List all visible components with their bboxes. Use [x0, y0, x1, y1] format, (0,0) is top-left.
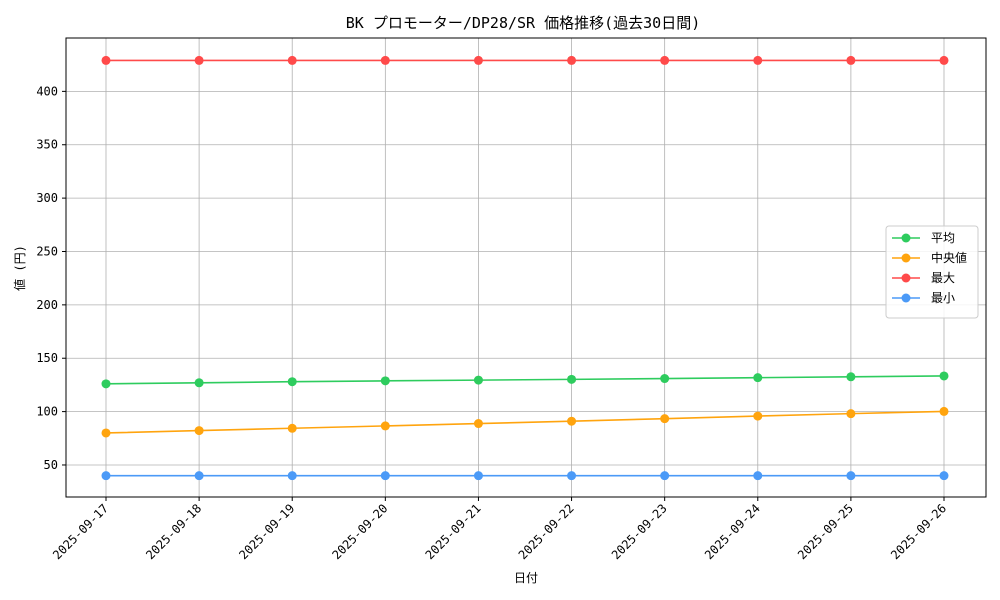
legend-item: 最大	[892, 271, 955, 285]
plot-area-frame	[65, 37, 987, 498]
x-tick-label: 2025-09-21	[423, 501, 484, 562]
legend-swatch-marker	[901, 273, 911, 283]
data-point	[660, 471, 670, 481]
chart-title: BK プロモーター/DP28/SR 価格推移(過去30日間)	[346, 14, 701, 32]
x-tick-label: 2025-09-24	[702, 501, 763, 562]
data-point	[939, 371, 949, 381]
legend-item: 中央値	[892, 250, 967, 265]
data-point	[101, 55, 111, 65]
data-point	[939, 55, 949, 65]
x-tick-label: 2025-09-22	[516, 501, 577, 562]
data-point	[101, 428, 111, 438]
series-2	[101, 55, 949, 65]
x-tick-label: 2025-09-20	[329, 501, 390, 562]
legend-label: 最大	[931, 271, 955, 285]
data-point	[939, 406, 949, 416]
data-point	[846, 372, 856, 382]
data-point	[660, 414, 670, 424]
data-point	[567, 55, 577, 65]
data-point	[753, 373, 763, 383]
y-tick-label: 100	[36, 405, 58, 419]
series-layer	[101, 55, 949, 481]
data-point	[753, 55, 763, 65]
y-tick-label: 150	[36, 351, 58, 365]
data-point	[194, 55, 204, 65]
y-axis-label: 値 (円)	[12, 245, 27, 291]
data-point	[380, 421, 390, 431]
y-tick-label: 200	[36, 298, 58, 312]
data-point	[287, 55, 297, 65]
series-1	[101, 406, 949, 438]
data-point	[380, 376, 390, 386]
y-tick-label: 250	[36, 244, 58, 258]
data-point	[753, 411, 763, 421]
y-tick-label: 300	[36, 191, 58, 205]
x-tick-label: 2025-09-25	[795, 501, 856, 562]
axes: 2025-09-17 2025-09-18 2025-09-19 2025-09-20…	[36, 84, 949, 562]
data-point	[101, 379, 111, 389]
data-point	[380, 55, 390, 65]
x-tick-label: 2025-09-19	[236, 501, 297, 562]
legend-label: 中央値	[931, 250, 967, 265]
data-point	[660, 374, 670, 384]
data-point	[287, 377, 297, 387]
data-point	[473, 419, 483, 429]
data-point	[380, 471, 390, 481]
data-point	[287, 423, 297, 433]
data-point	[194, 471, 204, 481]
legend-label: 最小	[931, 291, 955, 305]
data-point	[846, 55, 856, 65]
data-point	[567, 374, 577, 384]
data-point	[939, 471, 949, 481]
data-point	[473, 471, 483, 481]
series-line	[105, 375, 945, 385]
x-axis-label: 日付	[514, 571, 538, 585]
data-point	[194, 426, 204, 436]
data-point	[846, 471, 856, 481]
grid	[66, 38, 986, 497]
x-tick-label: 2025-09-26	[888, 501, 949, 562]
x-tick-label: 2025-09-18	[143, 501, 204, 562]
data-point	[287, 471, 297, 481]
data-point	[567, 416, 577, 426]
data-point	[846, 409, 856, 419]
legend-label: 平均	[931, 231, 955, 245]
series-0	[101, 371, 949, 389]
data-point	[101, 471, 111, 481]
data-point	[194, 378, 204, 388]
y-tick-label: 350	[36, 138, 58, 152]
series-line	[105, 410, 945, 434]
y-tick-label: 400	[36, 84, 58, 98]
legend-item: 平均	[892, 231, 955, 245]
legend-item: 最小	[892, 291, 955, 305]
legend-swatch-marker	[901, 253, 911, 263]
legend-swatch-marker	[901, 233, 911, 243]
data-point	[753, 471, 763, 481]
legend-swatch-marker	[901, 293, 911, 303]
series-3	[101, 471, 949, 481]
data-point	[567, 471, 577, 481]
x-tick-label: 2025-09-17	[50, 501, 111, 562]
data-point	[473, 375, 483, 385]
x-tick-label: 2025-09-23	[609, 501, 670, 562]
y-tick-label: 50	[44, 458, 58, 472]
data-point	[660, 55, 670, 65]
data-point	[473, 55, 483, 65]
